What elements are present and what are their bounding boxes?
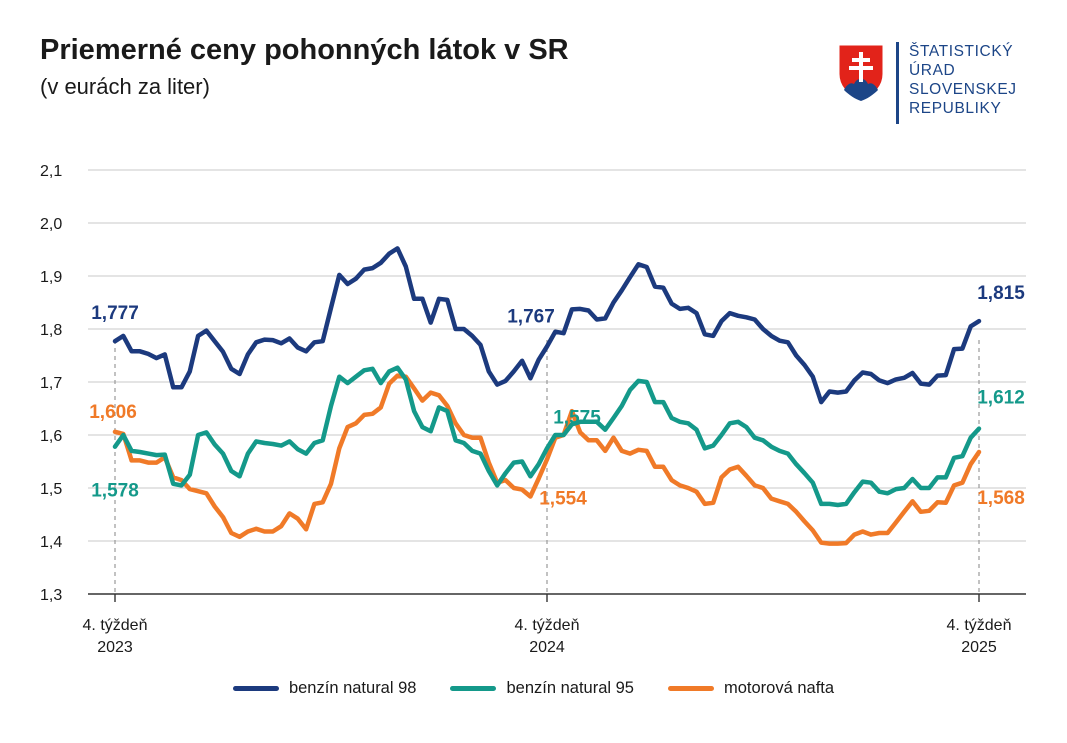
series-line-1 (112, 365, 982, 508)
y-tick-label: 1,4 (40, 534, 62, 551)
x-tick-year: 2023 (97, 639, 133, 656)
y-tick-label: 1,6 (40, 428, 62, 445)
series-line-0 (112, 246, 982, 405)
y-tick-label: 1,9 (40, 269, 62, 286)
x-tick-year: 2025 (961, 639, 997, 656)
data-label: 1,578 (91, 481, 139, 502)
x-axis-labels: 4. týždeň 2023 4. týždeň 2024 4. týždeň 2025 (83, 617, 1012, 656)
chart-title: Priemerné ceny pohonných látok v SR (40, 34, 569, 66)
x-tick-label: 4. týždeň (83, 617, 148, 634)
logo-line-3: SLOVENSKEJ (909, 81, 1017, 98)
y-tick-label: 1,3 (40, 587, 62, 604)
x-tick-label: 4. týždeň (515, 617, 580, 634)
logo-line-1: ŠTATISTICKÝ (909, 43, 1014, 60)
series-layer (112, 246, 982, 546)
y-tick-label: 2,0 (40, 216, 62, 233)
statistical-office-logo: ŠTATISTICKÝ ÚRAD SLOVENSKEJ REPUBLIKY (838, 42, 1043, 126)
series-line-2 (112, 373, 982, 546)
data-label: 1,606 (89, 402, 137, 423)
legend-label-natural-98: benzín natural 98 (288, 679, 417, 697)
legend-swatch-natural-95 (450, 686, 497, 691)
y-axis-labels: 2,1 2,0 1,9 1,8 1,7 1,6 1,5 1,4 1,3 (40, 163, 62, 604)
legend-label-natural-95: benzín natural 95 (506, 679, 634, 697)
chart-legend: benzín natural 98 benzín natural 95 moto… (0, 679, 1067, 698)
y-tick-label: 1,5 (40, 481, 62, 498)
legend-label-diesel: motorová nafta (723, 679, 835, 697)
slovak-coat-of-arms-icon (838, 44, 884, 102)
data-labels: 1,777 1,767 1,815 1,578 1,575 1,612 1,606 1,554… (89, 283, 1025, 509)
data-label: 1,554 (539, 488, 587, 509)
logo-line-2: ÚRAD (909, 62, 956, 79)
chart-subtitle: (v eurách za liter) (40, 74, 210, 99)
grid-layer (88, 169, 1026, 602)
y-tick-label: 1,7 (40, 375, 62, 392)
x-tick-year: 2024 (529, 639, 565, 656)
logo-text: ŠTATISTICKÝ ÚRAD SLOVENSKEJ REPUBLIKY (909, 42, 1017, 118)
logo-line-4: REPUBLIKY (909, 100, 1002, 117)
x-tick-label: 4. týždeň (947, 617, 1012, 634)
data-label: 1,767 (507, 306, 555, 327)
legend-item-natural-98: benzín natural 98 (232, 679, 417, 698)
legend-item-diesel: motorová nafta (667, 679, 835, 698)
legend-item-natural-95: benzín natural 95 (450, 679, 634, 698)
data-label: 1,575 (553, 407, 601, 428)
data-label: 1,612 (977, 388, 1025, 409)
logo-divider (896, 42, 899, 124)
y-tick-label: 2,1 (40, 163, 62, 180)
data-label: 1,777 (91, 303, 139, 324)
y-tick-label: 1,8 (40, 322, 62, 339)
legend-swatch-natural-98 (232, 686, 279, 691)
data-label: 1,568 (977, 488, 1025, 509)
legend-swatch-diesel (667, 686, 714, 691)
data-label: 1,815 (977, 283, 1025, 304)
